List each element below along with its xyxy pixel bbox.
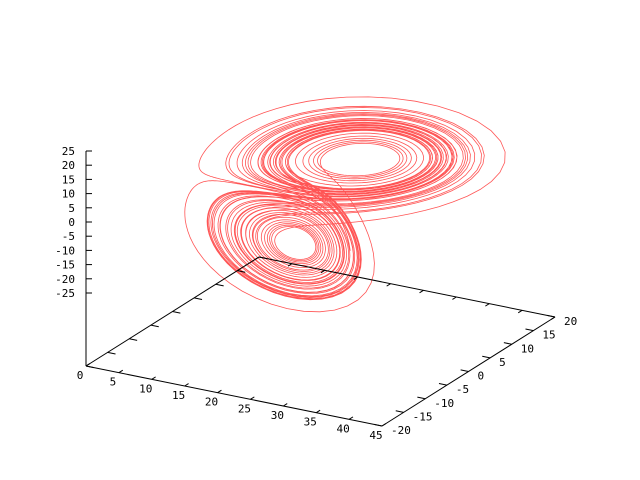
front-tick-mark [315,409,321,414]
right-tick-mark [525,328,534,332]
right-tick-mark [438,383,447,386]
vertical-tick-label: -25 [55,287,75,300]
front-tick-mark [151,376,156,380]
curve-layer [184,96,506,313]
right-tick-mark [374,423,383,427]
front-tick-label: 5 [110,376,117,389]
front-axis-line [85,365,383,427]
right-tick-label: -10 [434,397,454,410]
left-tick-mark [150,324,159,328]
right-tick-label: -20 [391,424,411,437]
right-tick-label: 20 [564,315,577,328]
back-edge-line [258,256,556,318]
front-tick-label: 45 [369,429,382,442]
front-tick-mark [250,396,255,400]
back-tick-mark [485,303,490,307]
vertical-tick-label: -15 [55,259,75,272]
right-tick-mark [547,314,556,318]
right-tick-mark [417,396,426,400]
front-tick-label: 35 [304,416,317,429]
right-tick-label: 10 [521,342,534,355]
front-tick-mark [348,416,354,420]
vertical-tick-label: -10 [55,244,75,257]
vertical-tick-label: 25 [62,145,75,158]
vertical-tick-label: -5 [62,230,75,243]
right-tick-label: 5 [499,356,506,369]
right-tick-mark [395,410,404,413]
right-tick-label: -5 [456,383,469,396]
vertical-tick-label: 10 [62,188,75,201]
back-tick-mark [353,276,358,280]
back-tick-mark [320,269,326,274]
vertical-tick-label: -20 [55,273,75,286]
vertical-tick-label: 20 [62,159,75,172]
front-tick-label: 25 [238,402,251,415]
right-tick-mark [482,355,491,359]
lorenz-attractor-curve [184,96,506,313]
right-tick-label: 0 [478,370,485,383]
left-tick-mark [107,351,116,355]
front-tick-label: 30 [271,409,284,422]
back-tick-mark [254,256,260,260]
back-tick-mark [517,309,523,314]
front-tick-label: 20 [205,396,218,409]
back-tick-mark [452,296,457,300]
front-tick-label: 0 [77,369,84,382]
front-tick-label: 40 [336,422,349,435]
left-tick-mark [237,270,246,273]
back-tick-mark [419,289,424,294]
front-tick-mark [283,403,288,407]
front-tick-label: 10 [139,382,152,395]
front-tick-mark [217,389,222,394]
right-tick-label: -15 [413,410,433,423]
left-tick-mark [85,365,94,369]
front-tick-label: 15 [172,389,185,402]
right-tick-mark [460,369,469,372]
front-tick-mark [381,423,387,427]
left-tick-mark [172,311,181,314]
left-tick-mark [129,338,138,341]
back-tick-mark [287,263,293,267]
back-tick-mark [386,283,391,287]
left-tick-mark [194,297,203,300]
front-tick-mark [184,383,189,387]
right-tick-mark [503,342,512,345]
right-tick-label: 15 [542,329,555,342]
vertical-tick-label: 15 [62,173,75,186]
vertical-tick-label: 5 [68,202,75,215]
front-tick-mark [118,369,124,374]
vertical-tick-label: 0 [68,216,75,229]
left-tick-mark [258,256,267,260]
front-tick-mark [85,363,91,367]
back-tick-mark [550,316,556,320]
left-tick-mark [215,283,224,287]
